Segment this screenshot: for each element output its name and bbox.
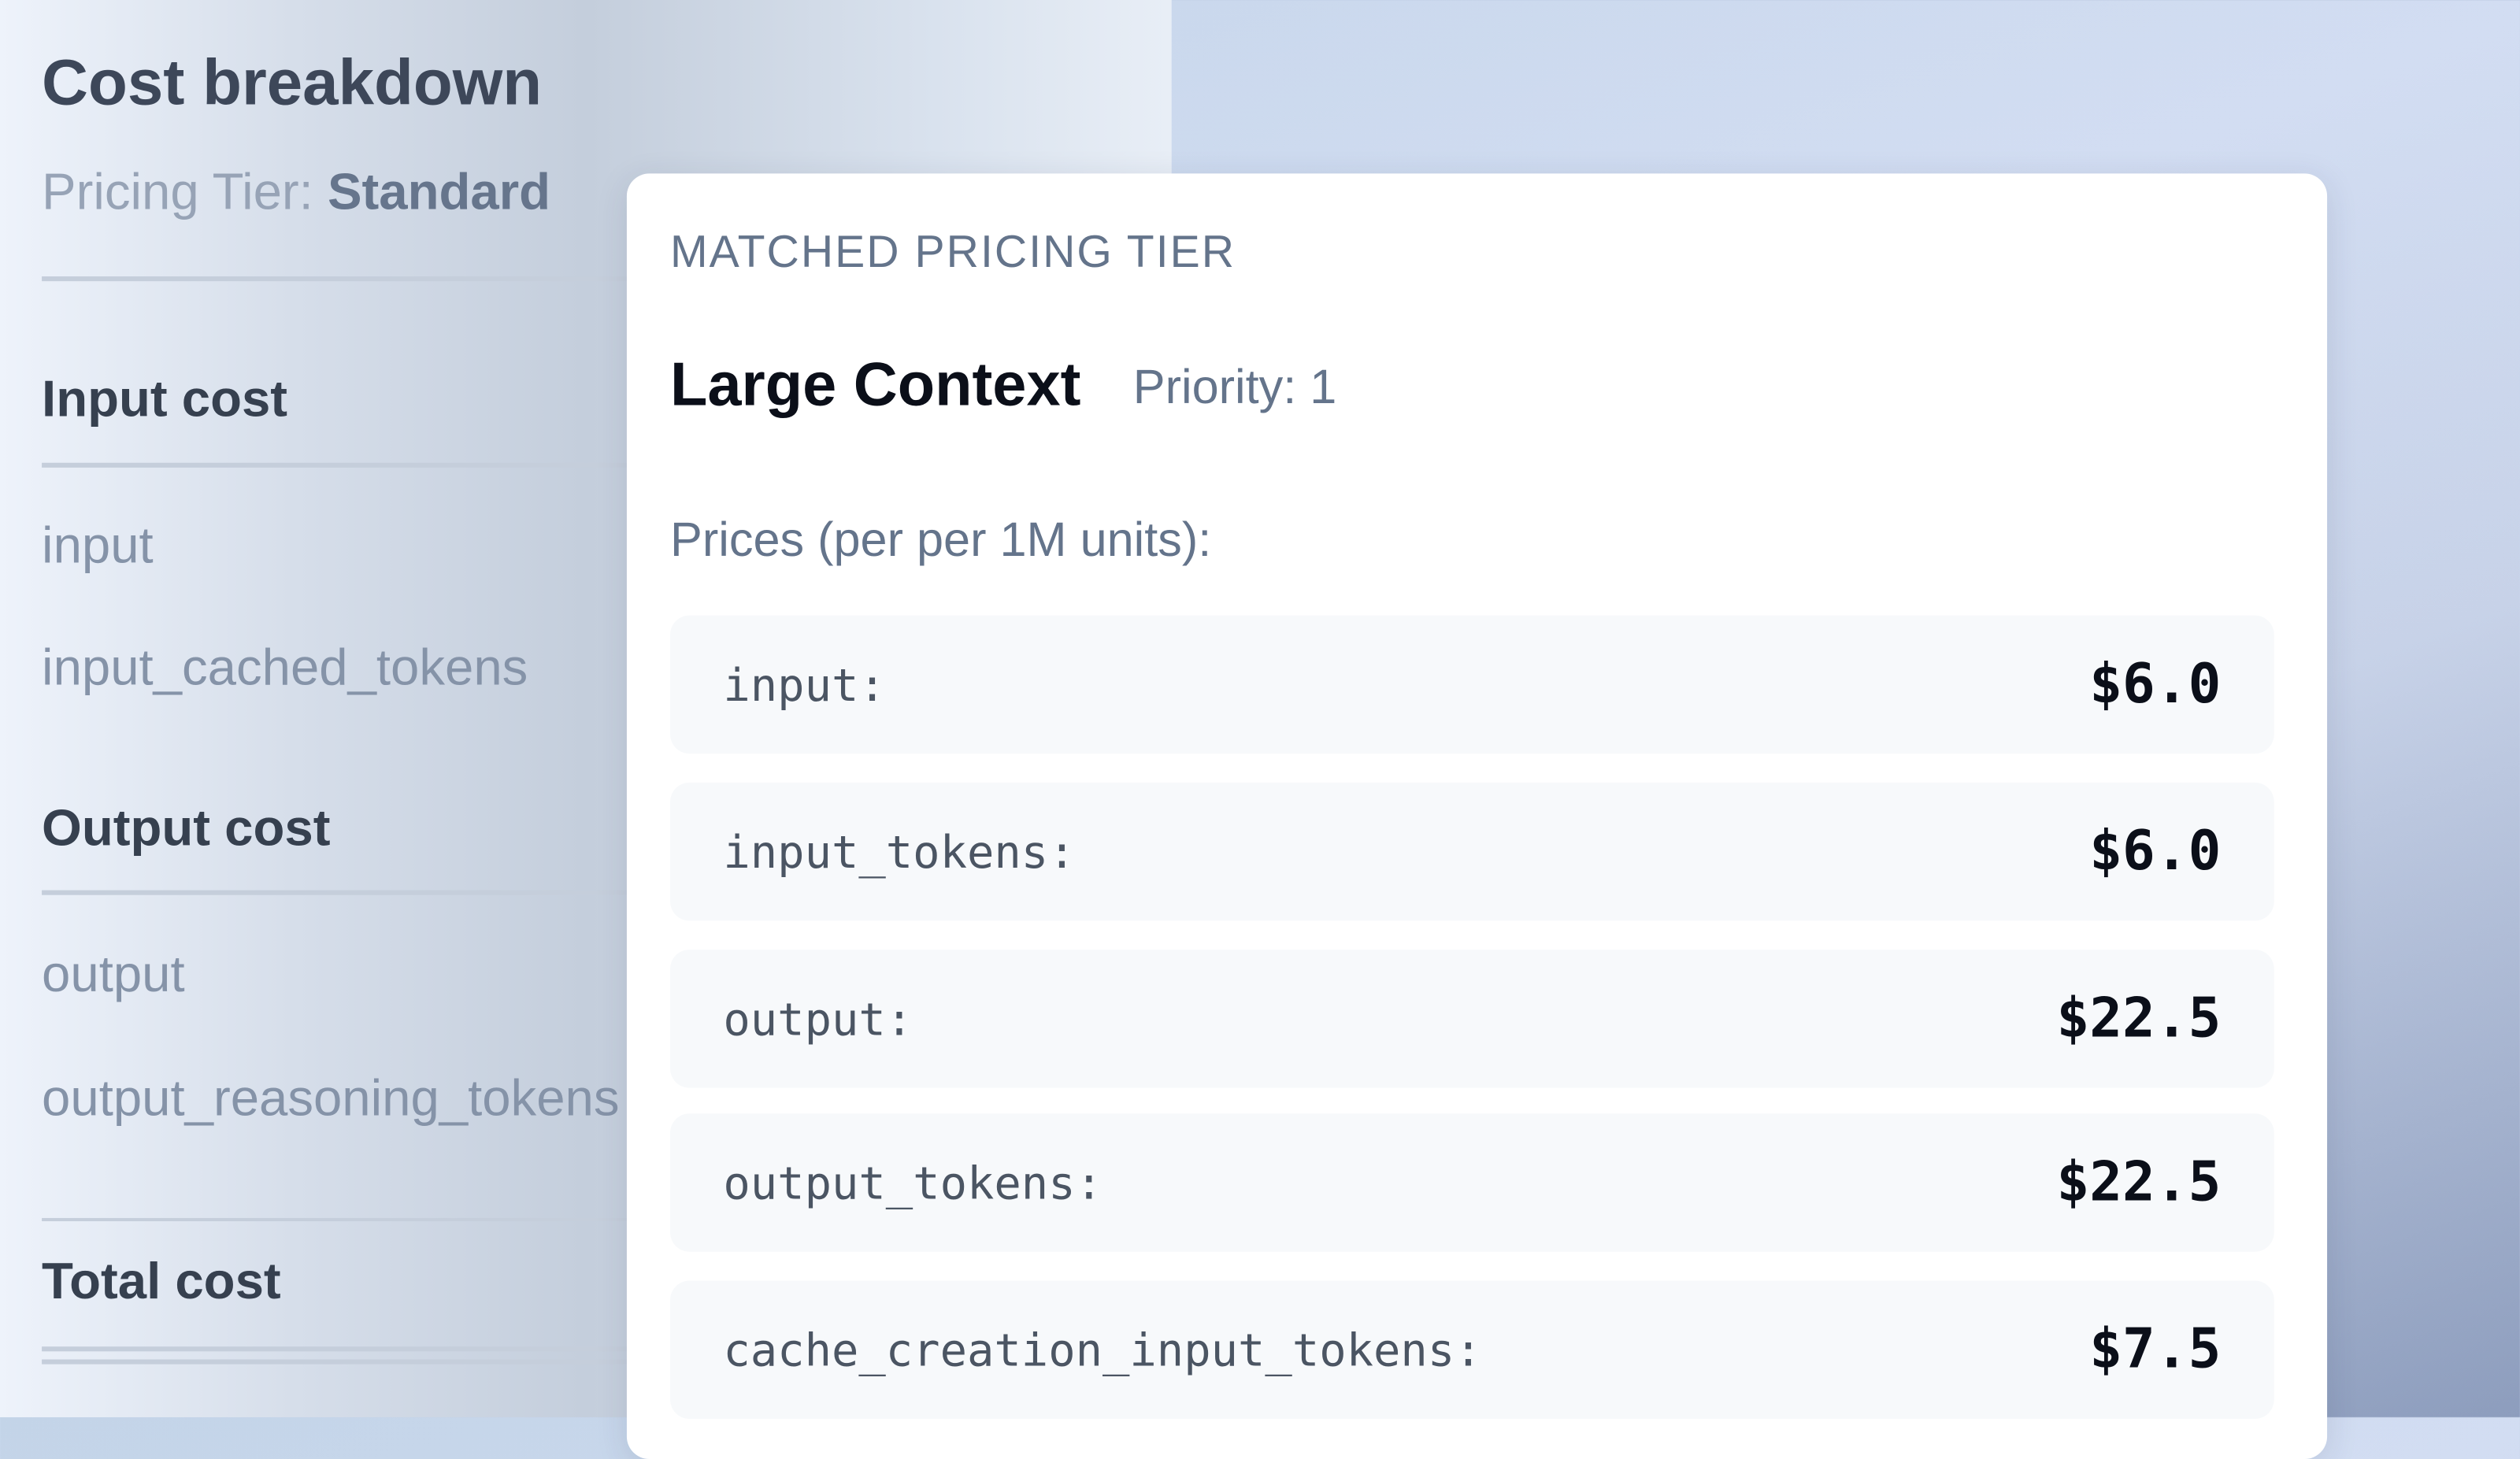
price-row: input_tokens: $6.0 (670, 782, 2274, 921)
tooltip-heading: MATCHED PRICING TIER (670, 226, 1236, 277)
price-value: $7.5 (2089, 1317, 2222, 1383)
price-row: output: $22.5 (670, 950, 2274, 1088)
output-cost-heading: Output cost (42, 798, 331, 857)
divider (42, 890, 685, 895)
divider (42, 1346, 685, 1352)
price-label: output_tokens: (723, 1156, 1103, 1209)
stage: Cost breakdown Pricing Tier: Standard In… (0, 0, 2222, 1417)
pricing-tier[interactable]: Pricing Tier: Standard (42, 162, 550, 222)
cost-item-output: output (42, 944, 185, 1003)
price-value: $22.5 (2056, 987, 2222, 1051)
matched-pricing-tier-tooltip: MATCHED PRICING TIER Large Context Prior… (626, 173, 2328, 1459)
pricing-tier-value[interactable]: Standard (327, 162, 551, 220)
divider (42, 1359, 685, 1365)
tier-name: Large Context (670, 351, 1081, 420)
divider (42, 462, 685, 468)
price-row: cache_creation_input_tokens: $7.5 (670, 1280, 2274, 1420)
price-label: output: (723, 992, 914, 1046)
prices-label: Prices (per per 1M units): (670, 514, 1212, 568)
page-title: Cost breakdown (42, 48, 543, 120)
price-value: $6.0 (2089, 819, 2222, 884)
price-label: input_tokens: (723, 824, 1076, 879)
divider (42, 1217, 685, 1222)
price-label: cache_creation_input_tokens: (723, 1323, 1482, 1376)
price-row: output_tokens: $22.5 (670, 1113, 2274, 1252)
price-value: $22.5 (2056, 1150, 2222, 1215)
total-cost-heading: Total cost (42, 1251, 281, 1310)
divider (42, 276, 685, 282)
tier-priority: Priority: 1 (1132, 361, 1337, 415)
price-value: $6.0 (2089, 652, 2222, 717)
price-label: input: (723, 657, 886, 712)
cost-item-output-reasoning-tokens: output_reasoning_tokens (42, 1068, 620, 1127)
pricing-tier-label: Pricing Tier: (42, 162, 313, 220)
input-cost-heading: Input cost (42, 369, 288, 428)
cost-item-input: input (42, 516, 154, 574)
price-row: input: $6.0 (670, 615, 2274, 754)
cost-item-input-cached-tokens: input_cached_tokens (42, 638, 528, 696)
